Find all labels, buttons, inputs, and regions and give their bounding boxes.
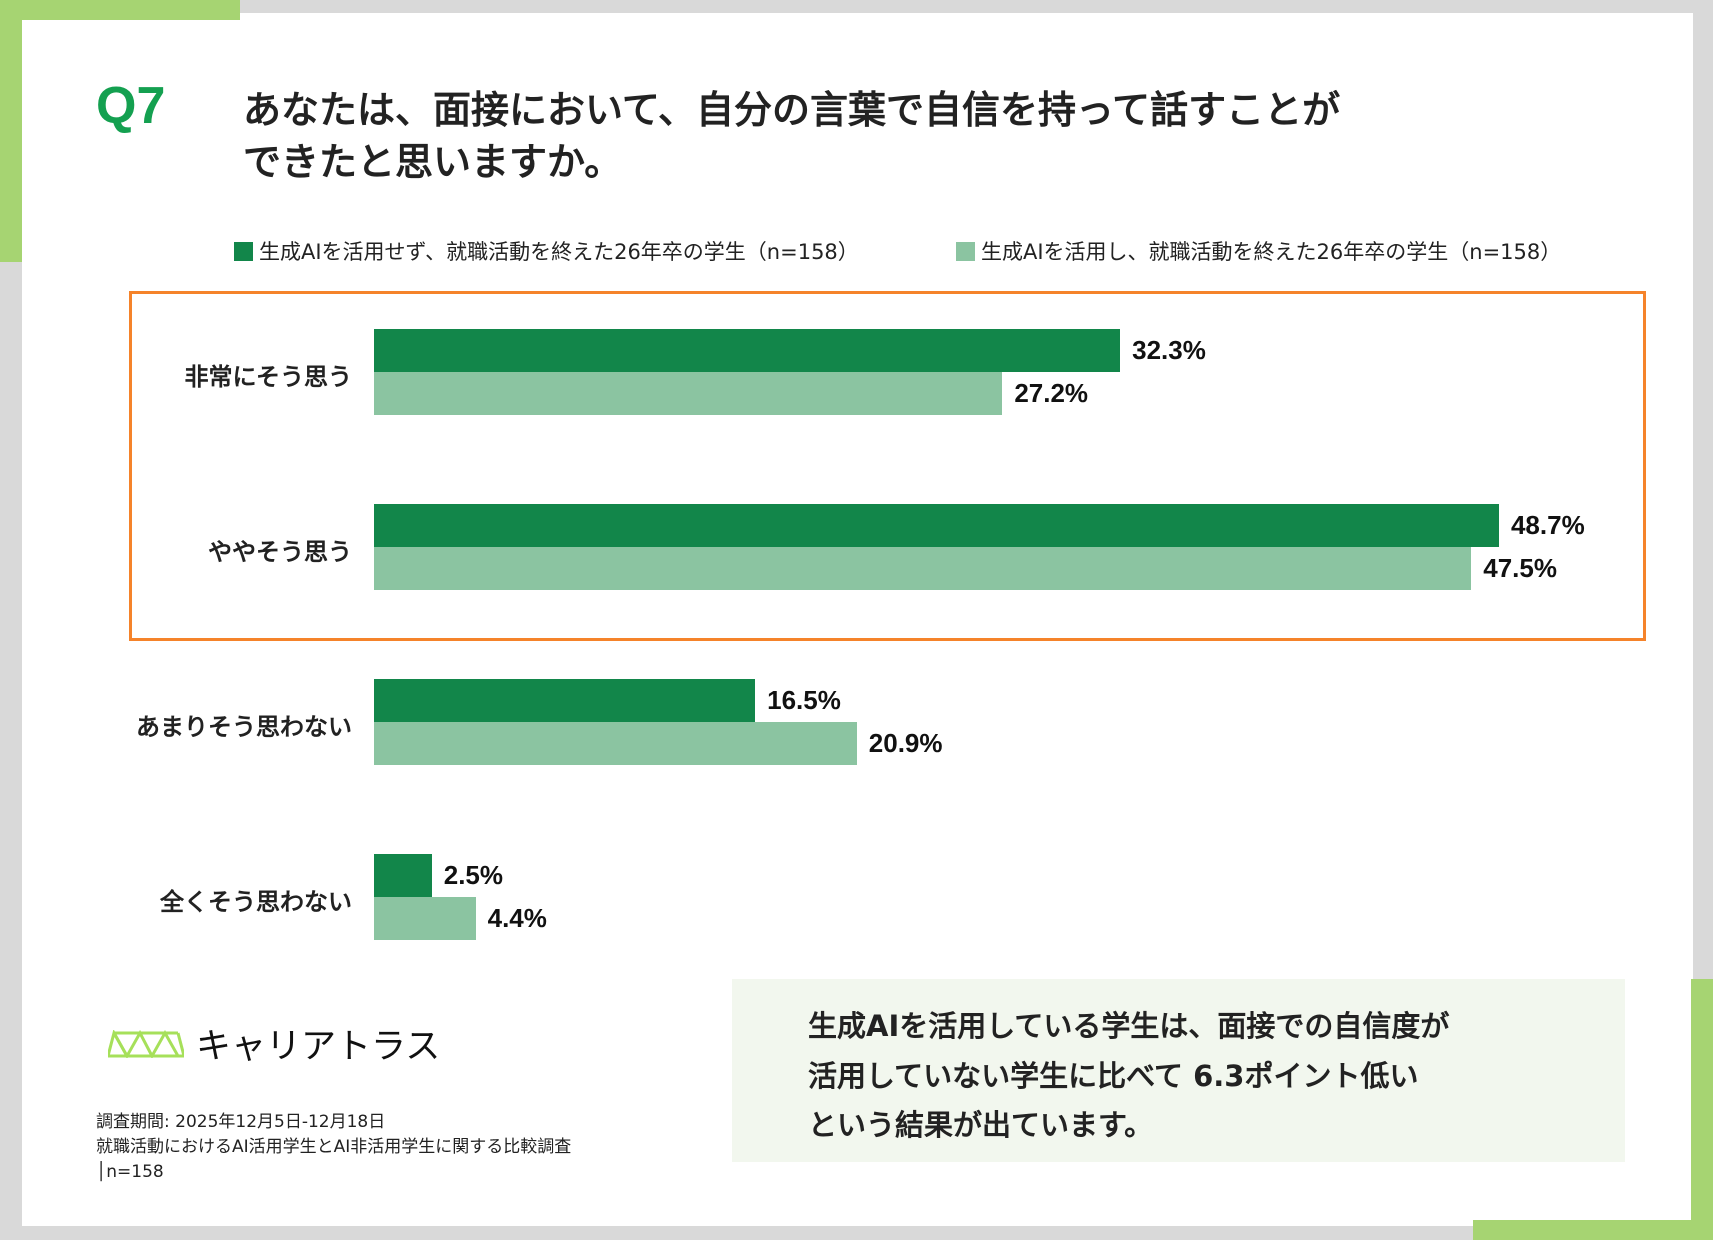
footnote-line: │n=158 xyxy=(96,1162,164,1182)
category-label: あまりそう思わない xyxy=(136,713,352,741)
data-label: 32.3% xyxy=(1132,335,1206,365)
bar-series2 xyxy=(374,547,1472,590)
legend-label: 生成AIを活用せず、就職活動を終えた26年卒の学生（n=158） xyxy=(259,240,859,264)
category-label: ややそう思う xyxy=(208,538,352,566)
data-label: 4.4% xyxy=(487,903,547,933)
summary-box: 生成AIを活用している学生は、面接での自信度が 活用していない学生に比べて 6.… xyxy=(732,979,1625,1162)
corner-accent-right xyxy=(1691,979,1713,1240)
bar-series2 xyxy=(374,722,857,765)
legend-swatch xyxy=(956,241,975,261)
highlight-box xyxy=(129,291,1646,641)
summary-line: という結果が出ています。 xyxy=(808,1108,1154,1142)
footnote: 調査期間: 2025年12月5日-12月18日 就職活動におけるAI活用学生とA… xyxy=(96,1110,571,1185)
logo-icon xyxy=(108,1029,184,1058)
logo: キャリアトラス xyxy=(108,1018,440,1069)
summary-line: 活用していない学生に比べて 6.3ポイント低い xyxy=(808,1059,1419,1093)
footnote-line: 就職活動におけるAI活用学生とAI非活用学生に関する比較調査 xyxy=(96,1137,572,1157)
data-label: 27.2% xyxy=(1014,378,1089,408)
question-title: あなたは、面接において、自分の言葉で自信を持って話すことが できたと思いますか。 xyxy=(243,84,1340,188)
legend-item-series1: 生成AIを活用せず、就職活動を終えた26年卒の学生（n=158） xyxy=(234,236,859,266)
title-line: あなたは、面接において、自分の言葉で自信を持って話すことが xyxy=(243,88,1341,132)
footnote-line: 調査期間: 2025年12月5日-12月18日 xyxy=(96,1112,386,1132)
bar-series2 xyxy=(374,372,1003,415)
corner-accent-left xyxy=(0,0,22,262)
category-label: 非常にそう思う xyxy=(184,363,352,391)
data-label: 20.9% xyxy=(868,728,943,758)
legend-item-series2: 生成AIを活用し、就職活動を終えた26年卒の学生（n=158） xyxy=(956,236,1561,266)
legend-swatch xyxy=(234,241,253,261)
logo-text: キャリアトラス xyxy=(196,1027,441,1067)
data-label: 47.5% xyxy=(1483,553,1557,583)
bar-series1 xyxy=(374,504,1499,547)
bar-series2 xyxy=(374,897,476,940)
data-label: 16.5% xyxy=(767,685,841,715)
corner-accent-bottom xyxy=(1473,1220,1713,1240)
bar-series1 xyxy=(374,679,756,722)
bar-series1 xyxy=(374,854,432,897)
question-number: Q7 xyxy=(96,77,166,135)
title-line: できたと思いますか。 xyxy=(243,140,623,184)
data-label: 48.7% xyxy=(1510,510,1585,540)
category-label: 全くそう思わない xyxy=(160,888,352,916)
summary-line: 生成AIを活用している学生は、面接での自信度が xyxy=(808,1009,1450,1043)
corner-accent-top xyxy=(0,0,240,20)
bar-series1 xyxy=(374,329,1121,372)
data-label: 2.5% xyxy=(443,860,504,890)
legend-label: 生成AIを活用し、就職活動を終えた26年卒の学生（n=158） xyxy=(981,240,1562,264)
